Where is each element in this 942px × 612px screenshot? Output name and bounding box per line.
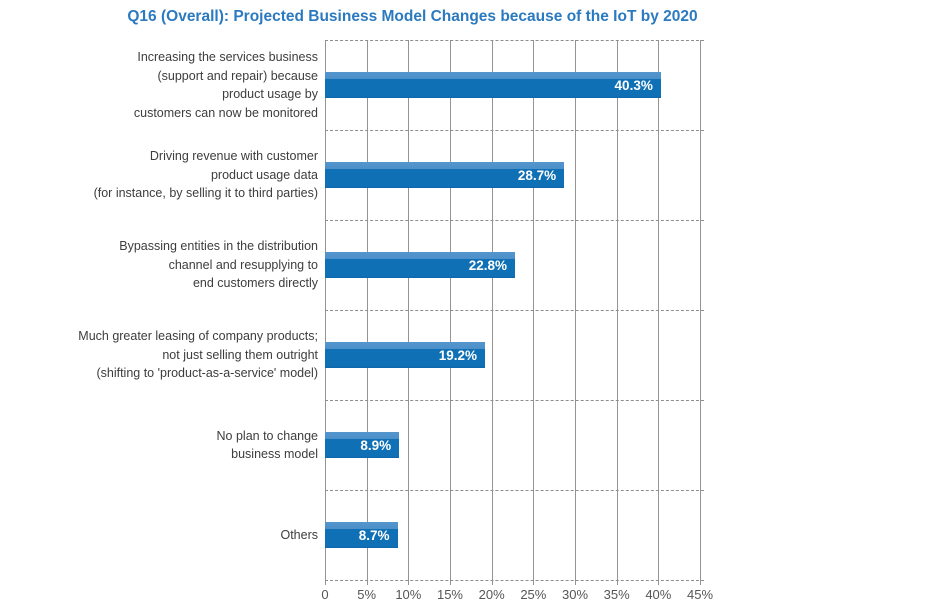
bar: 40.3% [325,72,661,98]
gridline-vertical [533,40,535,585]
bar: 22.8% [325,252,515,278]
gridline-vertical [450,40,451,585]
gridline-vertical [366,40,368,585]
x-axis-tick-label: 35% [603,587,630,602]
x-axis-tick-label: 20% [478,587,505,602]
bar-value-label: 40.3% [614,77,653,93]
category-label: No plan to change business model [216,428,318,462]
bar-value-label: 8.7% [358,527,390,543]
row-separator-dashed [325,130,704,131]
bar: 19.2% [325,342,485,368]
gridline-vertical [658,40,660,585]
x-axis-tick-label: 45% [686,587,714,602]
category-row: Others [30,490,318,580]
x-axis: 0 5% 10% 15% 20% 25% 30% 35% 40% 45% [321,587,713,607]
category-label-column: Increasing the services business (suppor… [30,40,318,580]
gridline-vertical [408,40,410,585]
category-label: Driving revenue with customer product us… [93,149,318,201]
x-axis-tick-label: 40% [645,587,672,602]
bar-value-label: 28.7% [517,167,557,183]
x-axis-tick-label: 5% [357,587,377,602]
bar-value-label: 22.8% [468,257,507,273]
x-axis-tick-label: 25% [520,587,547,602]
category-row: Increasing the services business (suppor… [30,40,318,130]
gridline-vertical [325,40,326,585]
gridline-vertical [700,40,701,585]
category-row: No plan to change business model [30,400,318,490]
category-label: Much greater leasing of company products… [78,329,318,381]
row-separator-dashed [325,490,704,491]
chart-title: Q16 (Overall): Projected Business Model … [127,8,698,25]
bar-value-label: 19.2% [438,347,477,363]
x-axis-tick-label: 0 [321,587,329,602]
category-label: Increasing the services business (suppor… [133,50,318,120]
bar: 8.7% [325,522,398,548]
x-axis-tick-label: 30% [561,587,589,602]
row-separator-dashed [325,310,704,311]
gridline-vertical [491,40,493,585]
x-axis-tick-label: 15% [436,587,463,602]
category-row: Much greater leasing of company products… [30,310,318,400]
row-separator-dashed [325,220,704,221]
row-separator-dashed [325,580,704,581]
plot-area: 40.3% 28.7% 22.8% 19.2% 8.9% 8.7% [325,40,704,585]
bar: 8.9% [325,432,400,458]
category-label: Others [280,527,318,542]
category-row: Driving revenue with customer product us… [30,130,318,220]
row-separator-dashed [325,40,704,41]
row-separator-dashed [325,400,704,401]
category-label: Bypassing entities in the distribution c… [119,239,318,291]
gridline-vertical [616,40,618,585]
bar-value-label: 8.9% [360,437,392,453]
x-axis-tick-label: 10% [395,587,422,602]
category-row: Bypassing entities in the distribution c… [30,220,318,310]
bar: 28.7% [325,162,565,188]
gridline-vertical [575,40,576,585]
